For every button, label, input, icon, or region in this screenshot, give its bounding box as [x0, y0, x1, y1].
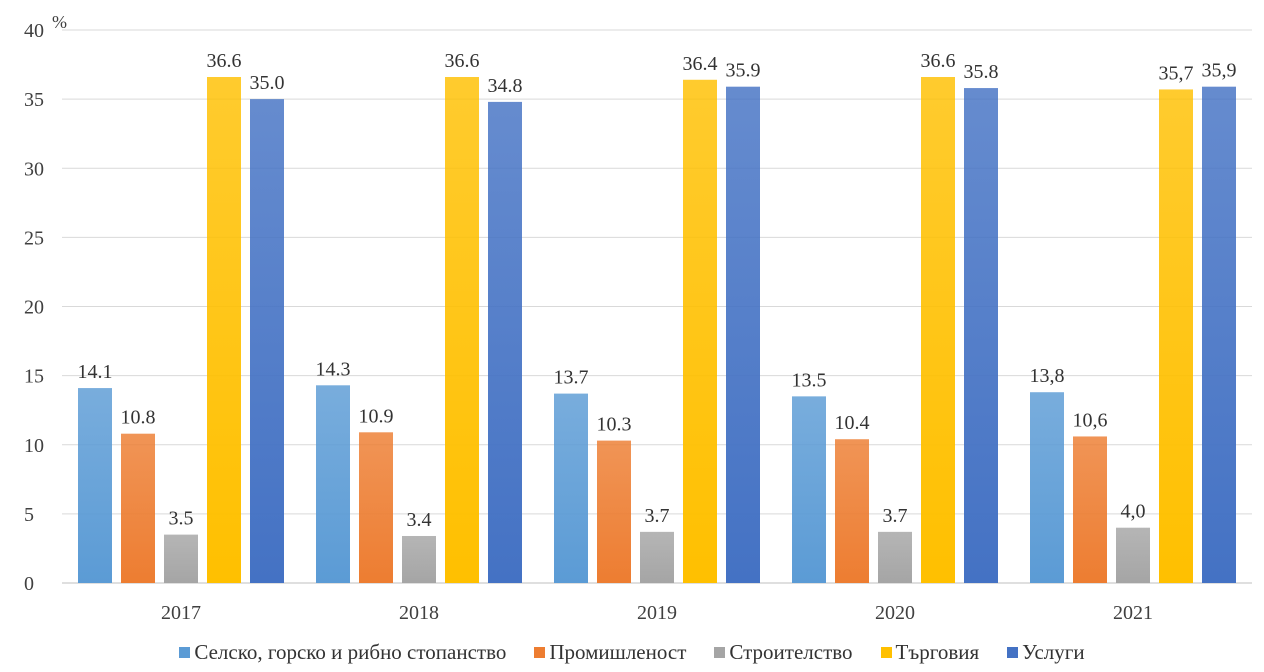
data-label: 36.6 — [921, 50, 956, 72]
bar — [121, 433, 155, 583]
bar — [1030, 392, 1064, 583]
data-label: 3.7 — [883, 505, 908, 527]
legend-label: Търговия — [895, 640, 980, 664]
bar — [1116, 527, 1150, 583]
bar — [835, 439, 869, 583]
data-label: 13.5 — [792, 369, 827, 391]
bar — [878, 531, 912, 583]
legend-swatch — [534, 647, 546, 658]
legend-swatch — [1007, 647, 1019, 658]
y-tick-label: 0 — [24, 573, 34, 595]
bar — [78, 388, 112, 583]
bar — [207, 77, 241, 583]
bar — [359, 432, 393, 583]
x-tick-label: 2017 — [161, 602, 201, 624]
data-label: 3.5 — [169, 508, 194, 530]
legend-label: Селско, горско и рибно стопанство — [194, 640, 507, 664]
bar — [597, 440, 631, 583]
x-tick-label: 2018 — [399, 602, 439, 624]
data-label: 4,0 — [1121, 501, 1146, 523]
bar — [1073, 436, 1107, 583]
bar — [1202, 86, 1236, 584]
bar — [164, 534, 198, 583]
y-tick-label: 5 — [24, 504, 34, 526]
legend-label: Услуги — [1022, 640, 1085, 664]
legend-item: Строителство — [714, 640, 853, 665]
y-tick-label: 10 — [24, 435, 44, 457]
y-tick-label: 20 — [24, 297, 44, 319]
bar — [726, 86, 760, 584]
data-labels: 14.1 10.8 3.5 36.6 35.0 14.3 10.9 3.4 36.6 34.8 13… — [78, 50, 1237, 531]
bar — [792, 396, 826, 583]
data-label: 13.7 — [554, 367, 589, 389]
legend-item: Търговия — [880, 640, 980, 665]
x-tick-label: 2021 — [1113, 602, 1153, 624]
data-label: 3.4 — [407, 509, 432, 531]
data-label: 13,8 — [1030, 365, 1065, 387]
data-label: 10.3 — [597, 414, 632, 436]
data-label: 36.6 — [207, 50, 242, 72]
data-label: 36.4 — [683, 53, 718, 75]
data-label: 3.7 — [645, 505, 670, 527]
y-axis-unit-label: % — [52, 12, 67, 32]
data-label: 14.1 — [78, 361, 113, 383]
data-label: 35.8 — [964, 61, 999, 83]
legend-swatch — [880, 647, 892, 658]
data-label: 10,6 — [1073, 409, 1108, 431]
y-tick-label: 40 — [24, 20, 44, 42]
legend-item: Селско, горско и рибно стопанство — [179, 640, 506, 665]
data-label: 10.4 — [835, 412, 870, 434]
x-axis-ticks: 2017 2018 2019 2020 2021 — [161, 602, 1153, 624]
bar — [488, 101, 522, 583]
legend-label: Строителство — [729, 640, 853, 664]
data-label: 34.8 — [488, 75, 523, 97]
bar — [921, 77, 955, 583]
bar — [964, 88, 998, 583]
data-label: 10.8 — [121, 407, 156, 429]
bar — [640, 531, 674, 583]
legend: Селско, горско и рибно стопанство Промишл… — [0, 640, 1264, 665]
x-tick-label: 2020 — [875, 602, 915, 624]
data-label: 10.9 — [359, 405, 394, 427]
data-label: 36.6 — [445, 50, 480, 72]
bar — [1159, 89, 1193, 583]
bar — [683, 79, 717, 584]
data-label: 35.9 — [726, 60, 761, 82]
data-label: 35,7 — [1159, 62, 1194, 84]
bar — [445, 77, 479, 583]
data-label: 35,9 — [1202, 60, 1237, 82]
bars — [78, 77, 1236, 584]
y-tick-label: 25 — [24, 227, 44, 249]
legend-item: Услуги — [1007, 640, 1085, 665]
bar — [316, 385, 350, 583]
y-tick-label: 35 — [24, 89, 44, 111]
legend-item: Промишленост — [534, 640, 686, 665]
bar — [554, 393, 588, 583]
legend-label: Промишленост — [549, 640, 687, 664]
data-label: 35.0 — [250, 72, 285, 94]
bar — [402, 535, 436, 583]
bar — [250, 99, 284, 583]
y-tick-label: 15 — [24, 366, 44, 388]
data-label: 14.3 — [316, 358, 351, 380]
x-tick-label: 2019 — [637, 602, 677, 624]
y-tick-label: 30 — [24, 158, 44, 180]
y-axis-ticks: 0 5 10 15 20 25 30 35 40 — [24, 20, 44, 595]
legend-swatch — [714, 647, 726, 658]
legend-swatch — [179, 647, 191, 658]
